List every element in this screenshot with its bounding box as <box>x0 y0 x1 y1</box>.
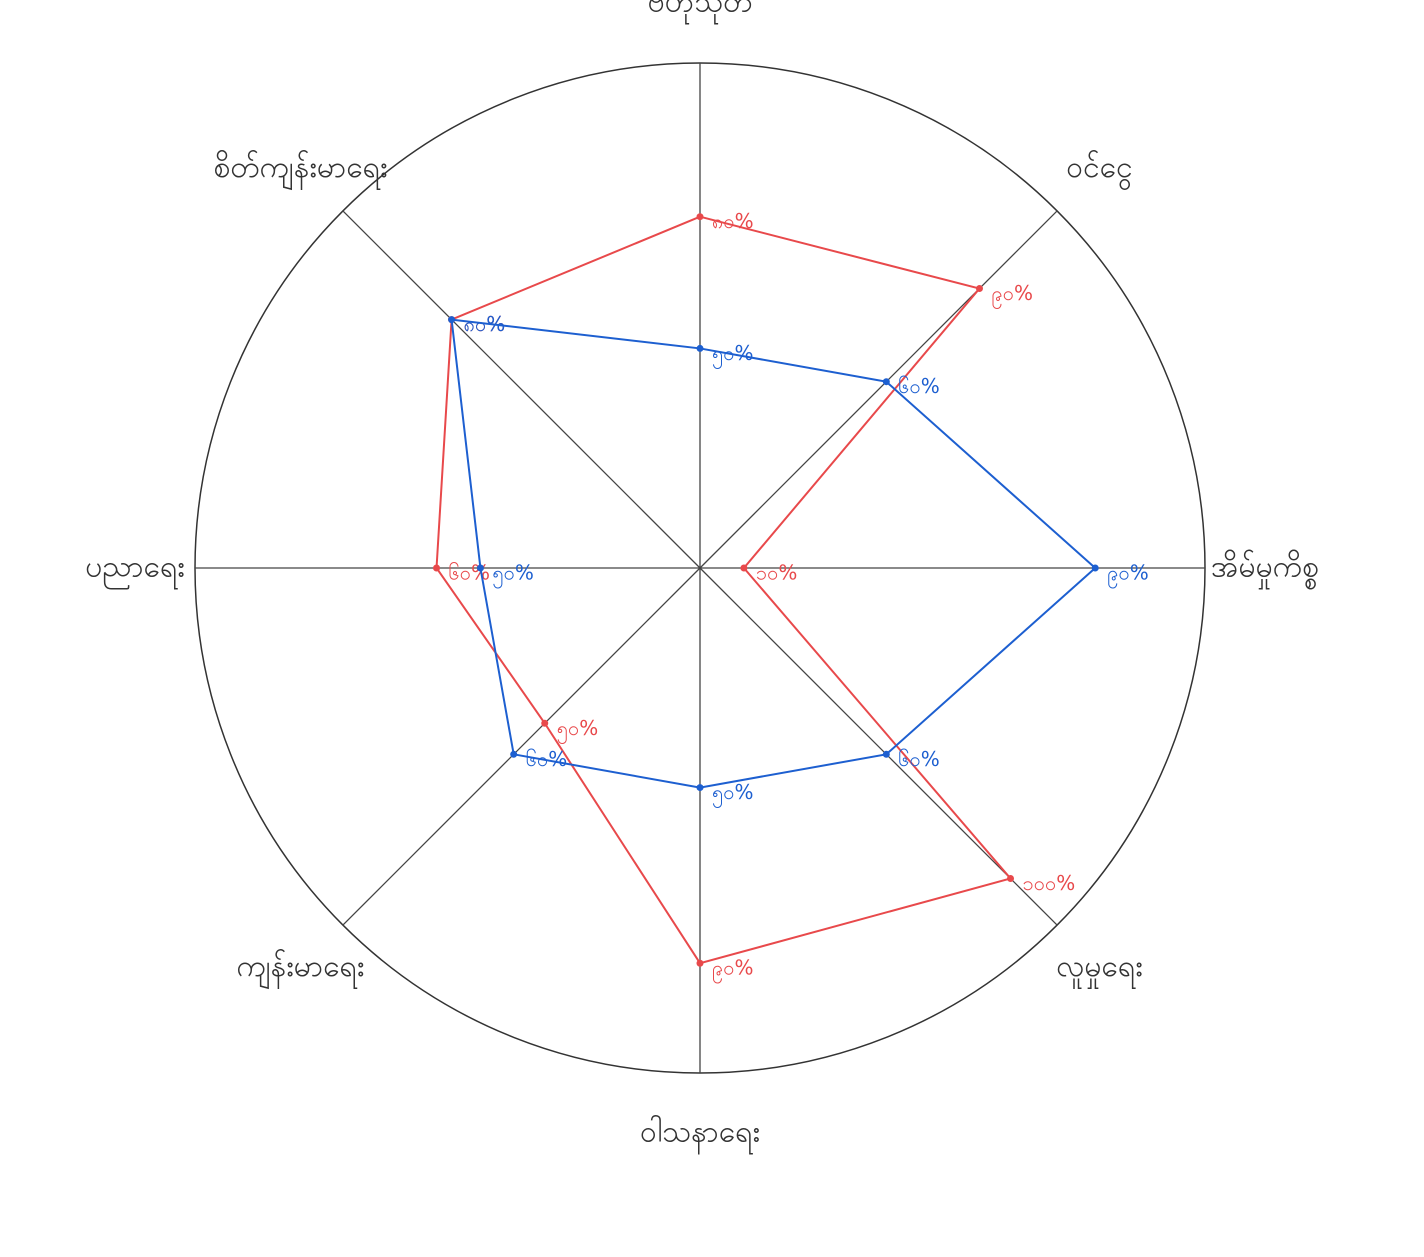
axis-label: ဝင်ငွေ <box>1066 150 1132 191</box>
axis-line <box>342 567 701 926</box>
data-label: ၅၀% <box>557 716 599 744</box>
data-point <box>1091 564 1099 572</box>
data-label: ၉၀% <box>1107 561 1149 589</box>
data-point <box>433 564 441 572</box>
data-label: ၅၀% <box>712 341 754 369</box>
axis-label: ဝါသနာရေး <box>640 1114 760 1156</box>
data-point <box>696 959 704 967</box>
data-point <box>975 285 983 293</box>
data-label: ၅၀% <box>712 780 754 808</box>
data-label: ၆၀% <box>898 374 940 398</box>
series-polygon <box>450 318 1097 789</box>
data-label: ၅၀% <box>492 561 534 589</box>
data-label: ၉၀% <box>712 956 754 984</box>
axis-label: ပညာရေး <box>85 550 185 591</box>
axis-label: စိတ်ကျန်းမာရေး <box>214 150 388 191</box>
data-point <box>882 750 890 758</box>
data-point <box>510 750 518 758</box>
data-point <box>696 784 704 792</box>
data-point <box>541 719 549 727</box>
data-label: ၈၀% <box>712 209 754 233</box>
axis-label: အိမ်မှုကိစ္စ <box>1211 550 1319 591</box>
data-point <box>882 378 890 386</box>
data-point <box>1007 875 1015 883</box>
data-label: ၉၀% <box>991 281 1033 309</box>
axis-label: လူမှုရေး <box>1056 949 1142 990</box>
data-point <box>448 316 456 324</box>
data-label: ၆၀% <box>898 747 940 771</box>
axis-label: ဗဟုသုတ <box>648 0 753 26</box>
data-label: ၆၀% <box>526 747 568 771</box>
data-label: ၁၀% <box>756 561 798 585</box>
axis-line <box>699 210 1058 569</box>
data-point <box>696 344 704 352</box>
data-point <box>740 564 748 572</box>
data-label: ၆၀% <box>449 561 491 585</box>
axis-line <box>342 210 701 569</box>
data-label: ၈၀% <box>464 312 506 336</box>
data-point <box>696 213 704 221</box>
axis-line <box>699 567 1058 926</box>
data-label: ၁၀၀% <box>1023 871 1076 895</box>
data-point <box>476 564 484 572</box>
axis-label: ကျန်းမာရေး <box>237 949 365 990</box>
